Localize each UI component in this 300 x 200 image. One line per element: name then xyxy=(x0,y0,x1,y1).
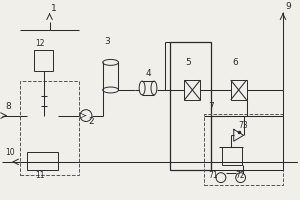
Text: 4: 4 xyxy=(145,69,151,78)
Text: 8: 8 xyxy=(5,102,11,111)
Text: 10: 10 xyxy=(5,148,15,157)
Text: 12: 12 xyxy=(35,39,44,48)
Text: 6: 6 xyxy=(233,58,239,67)
Text: 1: 1 xyxy=(51,4,56,13)
Bar xyxy=(204,114,283,185)
Text: 2: 2 xyxy=(88,117,94,126)
Bar xyxy=(222,147,242,165)
Bar xyxy=(27,152,58,170)
Text: 72: 72 xyxy=(236,171,245,180)
Text: 5: 5 xyxy=(185,58,191,67)
Text: 71: 71 xyxy=(208,171,218,180)
Bar xyxy=(34,50,53,71)
Bar xyxy=(170,42,211,170)
Text: 73: 73 xyxy=(239,121,248,130)
Bar xyxy=(184,80,200,100)
Text: 3: 3 xyxy=(105,37,110,46)
Text: 7: 7 xyxy=(208,102,214,111)
Text: 11: 11 xyxy=(35,171,44,180)
Text: 9: 9 xyxy=(285,2,291,11)
Bar xyxy=(20,81,79,175)
Bar xyxy=(231,80,247,100)
